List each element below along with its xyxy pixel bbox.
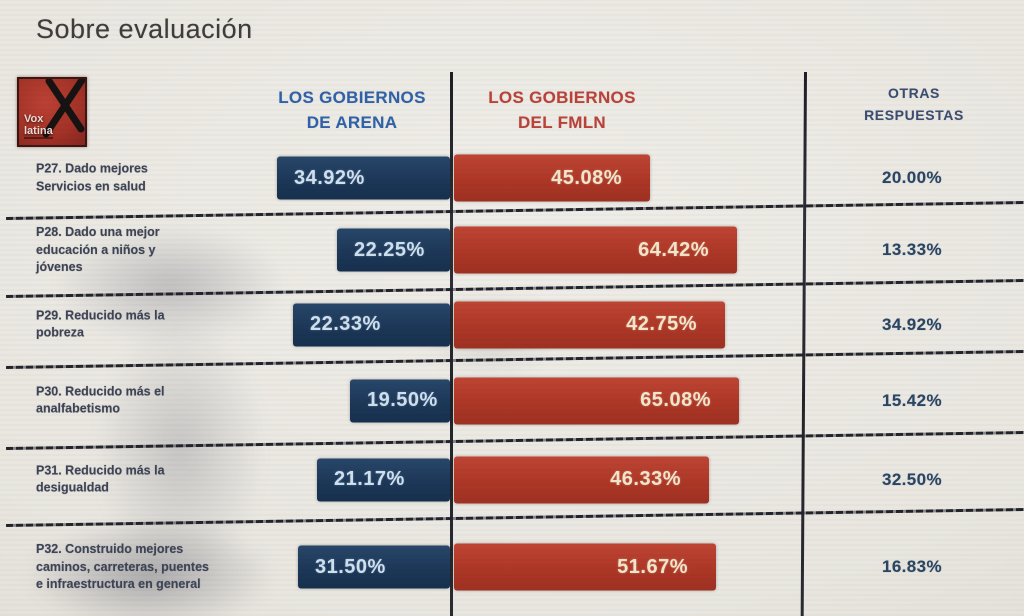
fmln-bar: 46.33% [454, 456, 709, 503]
question-label: P32. Construido mejores caminos, carrete… [36, 541, 209, 591]
header-arena-line2: DE ARENA [306, 112, 398, 132]
arena-bar: 19.50% [350, 379, 450, 422]
header-arena-line1: LOS GOBIERNOS [278, 88, 426, 107]
fmln-bar: 65.08% [454, 377, 739, 424]
vox-latina-logo: Vox latina [17, 77, 87, 147]
otras-value: 16.83% [881, 557, 943, 576]
otras-value: 20.00% [881, 168, 943, 187]
header-otras-line2: RESPUESTAS [864, 107, 964, 124]
arena-bar-value: 22.25% [354, 238, 425, 261]
fmln-bar-value: 42.75% [626, 313, 697, 335]
arena-bar-value: 31.50% [315, 555, 386, 578]
fmln-bar-value: 64.42% [638, 238, 709, 261]
fmln-bar: 64.42% [454, 226, 737, 274]
question-label: P29. Reducido más la pobreza [36, 308, 165, 340]
fmln-bar-value: 45.08% [551, 166, 622, 189]
header-fmln-line1: LOS GOBIERNOS [488, 88, 636, 107]
table-row: P30. Reducido más el analfabetismo 19.50… [0, 360, 1024, 451]
otras-value: 34.92% [881, 314, 943, 334]
column-header-otras: OTRAS RESPUESTAS [810, 82, 1018, 127]
fmln-bar: 45.08% [454, 154, 650, 202]
table-row: P29. Reducido más la pobreza 22.33% 42.7… [0, 289, 1024, 370]
column-header-arena: LOS GOBIERNOS DE ARENA [252, 86, 452, 135]
fmln-bar: 42.75% [454, 301, 725, 348]
arena-bar-value: 34.92% [294, 166, 365, 189]
otras-value: 13.33% [881, 240, 943, 259]
fmln-bar-value: 65.08% [640, 389, 711, 411]
question-label: P28. Dado una mejor educación a niños y … [36, 224, 160, 274]
column-divider-arena-fmln [450, 72, 453, 616]
fmln-bar-value: 46.33% [610, 468, 681, 490]
table-row: P28. Dado una mejor educación a niños y … [0, 211, 1024, 299]
otras-value: 32.50% [881, 469, 943, 489]
logo-word-vox: Vox [24, 113, 44, 125]
arena-bar: 31.50% [298, 545, 450, 589]
x-mark-icon [42, 79, 85, 138]
header-otras-line1: OTRAS [888, 85, 940, 101]
question-label: P31. Reducido más la desigualdad [36, 463, 165, 495]
arena-bar-value: 22.33% [310, 313, 381, 335]
logo-word-latina: latina [24, 125, 53, 139]
table-row: P31. Reducido más la desigualdad 21.17% … [0, 441, 1024, 528]
question-label: P30. Reducido más el analfabetismo [36, 384, 165, 416]
chart-rows: P27. Dado mejores Servicios en salud 34.… [0, 145, 1024, 616]
arena-bar: 21.17% [317, 458, 450, 501]
fmln-bar-value: 51.67% [617, 555, 688, 578]
otras-value: 15.42% [881, 390, 943, 410]
table-row: P27. Dado mejores Servicios en salud 34.… [0, 145, 1024, 221]
question-label: P27. Dado mejores Servicios en salud [36, 161, 148, 194]
arena-bar: 22.33% [293, 303, 450, 346]
arena-bar-value: 21.17% [334, 468, 405, 490]
fmln-bar: 51.67% [454, 543, 716, 591]
header-fmln-line2: DEL FMLN [517, 112, 607, 132]
column-header-fmln: LOS GOBIERNOS DEL FMLN [462, 86, 662, 135]
table-row: P32. Construido mejores caminos, carrete… [0, 518, 1024, 616]
arena-bar: 22.25% [337, 228, 450, 272]
arena-bar-value: 19.50% [367, 389, 438, 411]
arena-bar: 34.92% [277, 156, 450, 200]
page-title: Sobre evaluación [36, 14, 253, 44]
